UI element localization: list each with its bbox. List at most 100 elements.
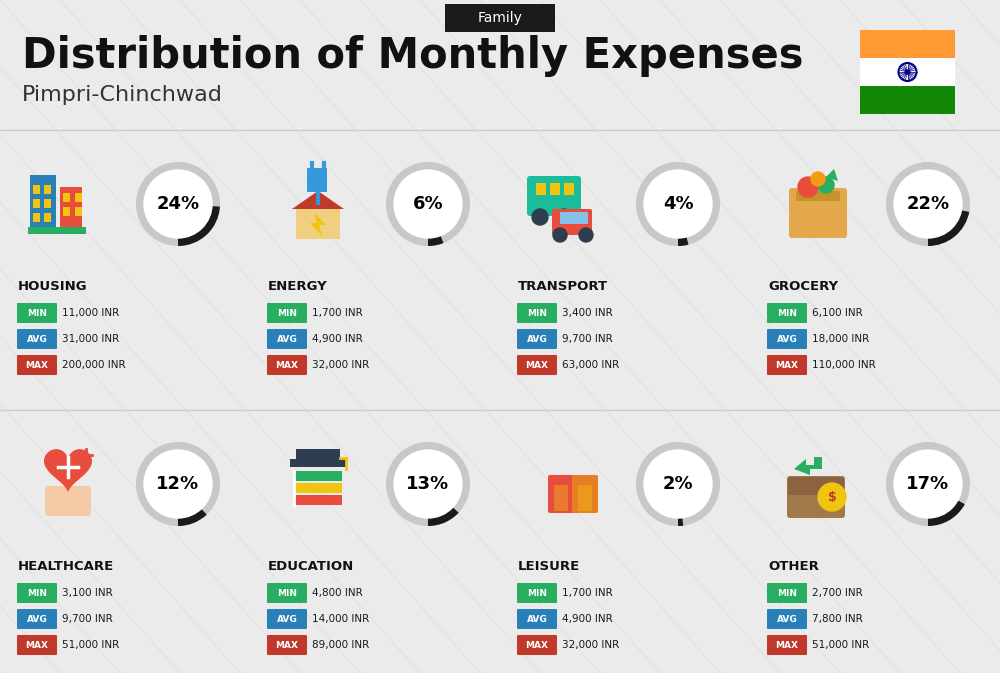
- Text: 22%: 22%: [906, 195, 950, 213]
- Text: 89,000 INR: 89,000 INR: [312, 640, 369, 650]
- Text: MIN: MIN: [527, 588, 547, 598]
- Wedge shape: [136, 162, 220, 246]
- Wedge shape: [886, 162, 970, 246]
- FancyBboxPatch shape: [33, 213, 40, 222]
- Text: 18,000 INR: 18,000 INR: [812, 334, 869, 344]
- FancyBboxPatch shape: [45, 486, 91, 516]
- FancyBboxPatch shape: [550, 183, 560, 195]
- Text: 4,800 INR: 4,800 INR: [312, 588, 363, 598]
- Wedge shape: [178, 206, 220, 246]
- Text: MIN: MIN: [27, 588, 47, 598]
- Circle shape: [553, 228, 567, 242]
- Text: 6%: 6%: [413, 195, 443, 213]
- FancyBboxPatch shape: [28, 227, 86, 234]
- Text: 31,000 INR: 31,000 INR: [62, 334, 119, 344]
- FancyBboxPatch shape: [517, 329, 557, 349]
- FancyBboxPatch shape: [860, 58, 955, 86]
- Circle shape: [579, 228, 593, 242]
- FancyBboxPatch shape: [17, 303, 57, 323]
- FancyBboxPatch shape: [267, 355, 307, 375]
- Wedge shape: [178, 509, 207, 526]
- FancyBboxPatch shape: [445, 4, 555, 32]
- Text: MIN: MIN: [277, 308, 297, 318]
- FancyBboxPatch shape: [30, 175, 56, 227]
- FancyBboxPatch shape: [517, 355, 557, 375]
- FancyBboxPatch shape: [60, 187, 82, 227]
- FancyBboxPatch shape: [267, 329, 307, 349]
- Circle shape: [644, 170, 712, 238]
- Circle shape: [644, 450, 712, 518]
- Text: AVG: AVG: [277, 334, 297, 343]
- Circle shape: [818, 177, 834, 193]
- Text: 2%: 2%: [663, 475, 693, 493]
- Text: Distribution of Monthly Expenses: Distribution of Monthly Expenses: [22, 35, 804, 77]
- Text: 6,100 INR: 6,100 INR: [812, 308, 863, 318]
- Text: 32,000 INR: 32,000 INR: [562, 640, 619, 650]
- Text: MAX: MAX: [276, 641, 298, 649]
- FancyBboxPatch shape: [63, 193, 70, 202]
- FancyBboxPatch shape: [560, 212, 588, 224]
- FancyBboxPatch shape: [860, 86, 955, 114]
- FancyBboxPatch shape: [536, 183, 546, 195]
- FancyBboxPatch shape: [17, 583, 57, 603]
- Polygon shape: [310, 213, 326, 237]
- Text: 17%: 17%: [906, 475, 950, 493]
- FancyBboxPatch shape: [17, 635, 57, 655]
- Text: HEALTHCARE: HEALTHCARE: [18, 560, 114, 573]
- Wedge shape: [428, 507, 459, 526]
- Circle shape: [818, 483, 846, 511]
- Wedge shape: [636, 162, 720, 246]
- Wedge shape: [886, 442, 970, 526]
- Text: AVG: AVG: [277, 614, 297, 623]
- FancyBboxPatch shape: [63, 207, 70, 216]
- Text: MAX: MAX: [776, 361, 798, 369]
- Circle shape: [532, 209, 548, 225]
- Text: MAX: MAX: [26, 361, 48, 369]
- Text: MAX: MAX: [26, 641, 48, 649]
- Text: 51,000 INR: 51,000 INR: [812, 640, 869, 650]
- FancyBboxPatch shape: [294, 483, 342, 493]
- FancyBboxPatch shape: [517, 303, 557, 323]
- Circle shape: [144, 170, 212, 238]
- Text: 12%: 12%: [156, 475, 200, 493]
- FancyBboxPatch shape: [860, 30, 955, 58]
- Polygon shape: [826, 169, 838, 181]
- Circle shape: [894, 450, 962, 518]
- Text: 1,700 INR: 1,700 INR: [312, 308, 363, 318]
- FancyBboxPatch shape: [44, 213, 51, 222]
- FancyBboxPatch shape: [17, 329, 57, 349]
- FancyBboxPatch shape: [767, 609, 807, 629]
- Text: MAX: MAX: [276, 361, 298, 369]
- Polygon shape: [292, 191, 344, 209]
- FancyBboxPatch shape: [552, 209, 592, 235]
- Text: HOUSING: HOUSING: [18, 280, 88, 293]
- Text: MIN: MIN: [277, 588, 297, 598]
- FancyBboxPatch shape: [75, 207, 82, 216]
- Text: 11,000 INR: 11,000 INR: [62, 308, 119, 318]
- FancyBboxPatch shape: [267, 303, 307, 323]
- Text: OTHER: OTHER: [768, 560, 819, 573]
- Circle shape: [556, 209, 572, 225]
- FancyBboxPatch shape: [572, 475, 598, 513]
- FancyBboxPatch shape: [75, 193, 82, 202]
- Circle shape: [906, 70, 910, 74]
- Text: 4,900 INR: 4,900 INR: [312, 334, 363, 344]
- FancyBboxPatch shape: [267, 635, 307, 655]
- Circle shape: [798, 177, 818, 197]
- Text: 9,700 INR: 9,700 INR: [562, 334, 613, 344]
- Text: Family: Family: [478, 11, 522, 25]
- FancyBboxPatch shape: [307, 168, 327, 192]
- FancyBboxPatch shape: [17, 609, 57, 629]
- Wedge shape: [636, 442, 720, 526]
- Text: 200,000 INR: 200,000 INR: [62, 360, 126, 370]
- FancyBboxPatch shape: [290, 459, 346, 467]
- Text: 9,700 INR: 9,700 INR: [62, 614, 113, 624]
- FancyBboxPatch shape: [33, 185, 40, 194]
- Text: 32,000 INR: 32,000 INR: [312, 360, 369, 370]
- Text: TRANSPORT: TRANSPORT: [518, 280, 608, 293]
- Polygon shape: [44, 449, 92, 493]
- Text: 4,900 INR: 4,900 INR: [562, 614, 613, 624]
- Wedge shape: [428, 236, 443, 246]
- Text: AVG: AVG: [527, 614, 547, 623]
- Text: 2,700 INR: 2,700 INR: [812, 588, 863, 598]
